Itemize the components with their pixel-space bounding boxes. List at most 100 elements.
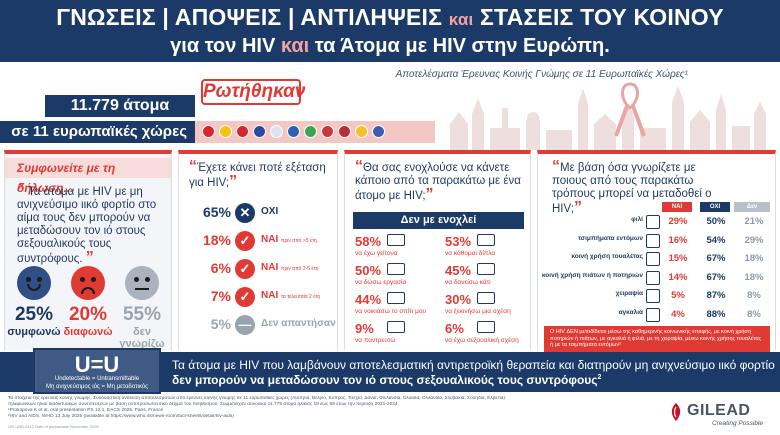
no-value: 54%	[706, 234, 726, 246]
activity-icon	[387, 263, 405, 275]
question-text: Θα σας ενοχλούσε να κάνετε κάποιο από τα…	[355, 162, 521, 202]
test-value: 7%	[210, 288, 231, 304]
comfort-item: 6% να έχω σεξουαλική σχέση	[445, 321, 533, 349]
test-value: 65%	[202, 204, 231, 220]
yes-value: 16%	[668, 234, 688, 246]
footnote-line: τηλεφωνικών ή/και διαδικτυακών συνεντεύξ…	[8, 402, 399, 407]
transmission-label: αγκαλιά	[618, 308, 643, 316]
test-row: 6% ✓ ΝΑΙ πριν από 2-5 έτη	[191, 258, 341, 280]
eye	[80, 277, 85, 282]
logo-name: GILEAD	[687, 402, 751, 419]
footnote-line: ²HIV and AIDS, WHO 13 July 2025 (availab…	[8, 414, 234, 419]
question-text: Με βάση όσα γνωρίζετε με ποιους από τους…	[552, 162, 712, 215]
test-label: Δεν απαντήσαν	[261, 318, 336, 329]
u-equals-u-greek: Μη ανιχνεύσιμος ιός = Μη μεταδοτικός	[45, 384, 149, 390]
test-label: ΝΑΙ πριν από 2-5 έτη	[261, 262, 318, 273]
smile-face-icon	[17, 266, 51, 300]
gilead-logo: GILEAD Creating Possible	[668, 400, 772, 430]
header-banner: ΓΝΩΣΕΙΣ | ΑΠΟΨΕΙΣ | ΑΝΤΙΛΗΨΕΙΣ και ΣΤΑΣΕ…	[0, 0, 780, 62]
comfort-label: να έχω γείτονα	[355, 250, 398, 257]
yes-value: 5%	[671, 290, 685, 301]
mouth	[27, 284, 41, 291]
activity-icon	[387, 234, 405, 246]
question-text: Έχετε κάνει ποτέ εξέταση για HIV;	[189, 162, 326, 189]
yes-value: 15%	[668, 253, 688, 264]
no-value: 50%	[706, 216, 726, 227]
title-part-3: για τον HIV	[170, 35, 276, 57]
comfort-label: να παντρευτώ	[355, 337, 396, 344]
title-conjunction: και	[448, 10, 474, 29]
transmission-row: τσιμπήματα εντόμων 16% 54% 29%	[542, 233, 774, 251]
comfort-value: 44%	[355, 292, 382, 307]
comfort-label: να έχω σεξουαλική σχέση	[445, 337, 519, 344]
no-value: 87%	[706, 290, 726, 301]
open-quote-icon: “	[189, 158, 197, 175]
country-flags	[202, 125, 385, 138]
u-equals-u-text: Τα άτομα με HIV που λαμβάνουν αποτελεσμα…	[172, 358, 775, 372]
transmission-row: χειραψία 5% 87% 8%	[542, 288, 774, 306]
comfort-value: 58%	[355, 234, 382, 249]
survey-subtitle: Αποτελέσματα Έρευνας Κοινής Γνώμης σε 11…	[395, 69, 688, 80]
open-quote-icon: “	[552, 158, 560, 175]
column-dont-know: Δεν γνωρίζω	[734, 202, 770, 220]
dont-know-value: 21%	[744, 216, 764, 227]
europe-skyline-illustration	[450, 86, 766, 150]
panel-1-heading: Συμφωνείτε με τη δήλωση...	[5, 158, 171, 195]
answer-label: διαφωνώ	[63, 326, 113, 338]
comfort-item: 50% να δώσω εργασία	[355, 263, 443, 291]
comfort-label: να δώσω εργασία	[355, 279, 407, 286]
activity-icon	[646, 233, 660, 248]
flag-switzerland-icon	[236, 125, 249, 138]
activity-icon	[646, 307, 660, 322]
test-value: 5%	[210, 316, 231, 332]
test-label: ΝΑΙ πριν από >5 έτη	[261, 234, 317, 245]
activity-icon	[646, 215, 660, 229]
activity-icon	[387, 321, 405, 333]
open-quote-icon: “	[17, 182, 25, 199]
panel-2-question: “Έχετε κάνει ποτέ εξέταση για HIV;”	[189, 158, 329, 190]
title-part-1: ΓΝΩΣΕΙΣ | ΑΠΟΨΕΙΣ | ΑΝΤΙΛΗΨΕΙΣ	[56, 4, 443, 30]
eye	[145, 277, 150, 282]
no-value: 67%	[706, 271, 726, 283]
comfort-item: 44% να νοικιάσω το σπίτι μου	[355, 292, 443, 320]
footnote-line: ¹Prokopova K et al, oral presentation PS…	[8, 408, 164, 413]
comfort-item: 45% να δανείσω κάτι	[445, 263, 533, 291]
no-icon: ✕	[235, 203, 255, 223]
comfort-value: 50%	[355, 263, 382, 278]
panel-4-question: “Με βάση όσα γνωρίζετε με ποιους από του…	[552, 158, 732, 216]
dont-know-value: 18%	[744, 271, 764, 283]
neutral-face-icon	[125, 266, 159, 300]
check-icon: ✓	[235, 259, 255, 279]
activity-icon	[646, 270, 660, 285]
eye	[91, 277, 96, 282]
dont-know-value: 8%	[747, 308, 761, 320]
u-equals-u-emphasis: δεν μπορούν να μεταδώσουν τον ιό στους σ…	[172, 373, 601, 387]
test-label-sub: πριν από >5 έτη	[281, 238, 317, 244]
activity-icon	[477, 234, 495, 246]
transmission-row: κοινή χρήση τουαλέτας 15% 67% 18%	[542, 251, 774, 269]
no-value: 88%	[706, 308, 726, 320]
asked-label: Ρωτήθηκαν	[201, 79, 305, 105]
activity-icon	[477, 321, 495, 333]
u-equals-u-english: Undetectable = Untransmittable	[54, 376, 140, 382]
flag-austria-icon	[202, 125, 215, 138]
transmission-row: φιλί 29% 50% 21%	[542, 214, 774, 232]
flag-slovakia-icon	[372, 125, 385, 138]
mouth	[81, 287, 95, 294]
flag-belgium-icon	[219, 125, 232, 138]
activity-icon	[477, 292, 495, 304]
panel-transmission-beliefs: “Με βάση όσα γνωρίζετε με ποιους από του…	[537, 150, 776, 352]
column-no: ΟΧΙ	[700, 202, 730, 212]
comfort-value: 45%	[445, 263, 472, 278]
test-row: 18% ✓ ΝΑΙ πριν από >5 έτη	[191, 230, 341, 252]
countries-count: σε 11 ευρωπαϊκές χώρες	[0, 121, 195, 143]
dash-icon: —	[235, 315, 255, 335]
close-quote-icon: ”	[85, 249, 94, 266]
panel-agree-statement: Συμφωνείτε με τη δήλωση... “ Τα άτομα με…	[4, 150, 172, 350]
flag-greece-icon	[287, 125, 300, 138]
answer-label: δεν γνωρίζω	[119, 326, 165, 350]
transmission-row: κοινή χρήση πιάτων ή ποτηριών 14% 67% 18%	[542, 270, 774, 288]
yes-value: 14%	[668, 271, 688, 283]
u-equals-u-logo-text: U=U	[74, 352, 120, 377]
test-label-text: ΝΑΙ	[261, 234, 279, 245]
